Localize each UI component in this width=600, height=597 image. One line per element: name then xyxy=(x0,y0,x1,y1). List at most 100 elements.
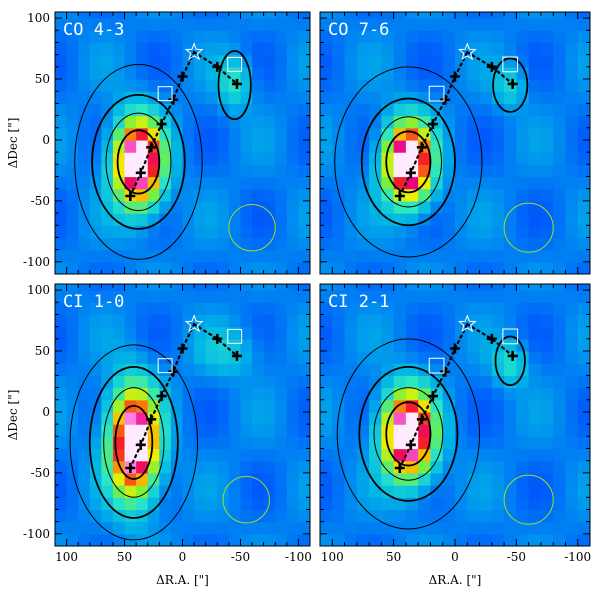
heatmap-cell xyxy=(577,139,590,153)
heatmap-cell xyxy=(540,79,554,92)
heatmap-cell xyxy=(194,424,207,437)
heatmap-cell xyxy=(455,30,468,44)
heatmap-cell xyxy=(78,485,91,498)
heatmap-cell xyxy=(491,127,505,141)
heatmap-cell xyxy=(170,176,184,190)
heatmap-cell xyxy=(467,188,481,202)
heatmap-cell xyxy=(565,399,579,413)
heatmap-cell xyxy=(55,533,68,546)
heatmap-cell xyxy=(170,152,184,165)
heatmap-cell xyxy=(467,249,481,263)
heatmap-cell xyxy=(516,42,530,56)
cross-marker xyxy=(212,333,223,344)
heatmap-cell xyxy=(553,54,567,68)
heatmap-cell xyxy=(540,91,554,104)
heatmap-cell xyxy=(101,54,114,68)
heatmap-cell xyxy=(298,54,310,68)
heatmap-cell xyxy=(369,249,382,263)
x-axis-title: ΔR.A. ["] xyxy=(429,573,482,587)
heatmap-cell xyxy=(112,127,126,141)
heatmap-cell xyxy=(66,290,79,303)
heatmap-cell xyxy=(89,375,102,389)
heatmap-cell xyxy=(136,460,149,474)
cross-marker xyxy=(450,343,460,354)
heatmap-cell xyxy=(124,127,137,141)
heatmap-cell xyxy=(565,363,579,376)
heatmap-cell xyxy=(430,188,444,202)
heatmap-cell xyxy=(147,237,160,251)
heatmap-cell xyxy=(467,521,481,535)
heatmap-cell xyxy=(455,42,468,56)
heatmap-cell xyxy=(217,472,230,486)
heatmap-cell xyxy=(332,314,346,328)
square-marker xyxy=(227,328,243,344)
heatmap-cell xyxy=(147,497,160,511)
heatmap-cell xyxy=(228,509,242,523)
heatmap-cell xyxy=(504,18,517,31)
heatmap-cell xyxy=(124,424,137,437)
heatmap-cell xyxy=(356,79,370,92)
heatmap-cell xyxy=(286,338,300,352)
heatmap-cell xyxy=(228,436,242,450)
heatmap-cell xyxy=(320,485,333,498)
heatmap-cell xyxy=(553,290,567,303)
heatmap-cell xyxy=(405,284,419,291)
cross-marker xyxy=(125,191,136,202)
heatmap-cell xyxy=(491,249,505,263)
heatmap-cell xyxy=(147,302,160,316)
heatmap-cell xyxy=(66,42,79,56)
heatmap-cell xyxy=(467,213,481,226)
heatmap-cell xyxy=(504,290,517,303)
heatmap-cell xyxy=(442,411,456,425)
heatmap-cell xyxy=(240,411,253,425)
heatmap-cell xyxy=(369,91,382,104)
heatmap-cell xyxy=(479,18,493,31)
heatmap-cell xyxy=(252,302,265,316)
heatmap-cell xyxy=(504,363,517,376)
heatmap-cell xyxy=(217,176,230,190)
heatmap-cell xyxy=(516,302,530,316)
heatmap-cell xyxy=(577,103,590,117)
heatmap-cell xyxy=(516,399,530,413)
heatmap-cell xyxy=(491,164,505,178)
heatmap-cell xyxy=(217,42,230,56)
heatmap-cell xyxy=(381,30,395,44)
heatmap-cell xyxy=(101,164,114,178)
contour-line xyxy=(492,57,529,113)
heatmap-cell xyxy=(205,497,218,511)
heatmap-cell xyxy=(89,448,102,462)
heatmap-cell xyxy=(320,497,333,511)
heatmap-cell xyxy=(124,326,137,340)
heatmap-cell xyxy=(332,225,346,239)
x-tick-label: -50 xyxy=(231,550,250,564)
heatmap-cell xyxy=(298,521,310,535)
heatmap-cell xyxy=(182,387,195,401)
heatmap-cell xyxy=(286,176,300,190)
heatmap-cell xyxy=(320,139,333,153)
heatmap-cell xyxy=(170,533,184,546)
heatmap-cell xyxy=(393,351,407,364)
heatmap-cell xyxy=(182,79,195,92)
heatmap-cell xyxy=(356,533,370,546)
heatmap-cell xyxy=(320,66,333,80)
heatmap-cell xyxy=(332,91,346,104)
heatmap-cell xyxy=(479,509,493,523)
heatmap-cell xyxy=(240,284,253,291)
heatmap-cell xyxy=(194,91,207,104)
heatmap-cell xyxy=(78,326,91,340)
heatmap-cell xyxy=(89,497,102,511)
heatmap-cell xyxy=(553,284,567,291)
heatmap-cell xyxy=(275,290,288,303)
heatmap-cell xyxy=(182,509,195,523)
heatmap-cell xyxy=(479,387,493,401)
heatmap-cell xyxy=(101,261,114,274)
heatmap-cell xyxy=(381,200,395,214)
heatmap-cell xyxy=(455,351,468,364)
heatmap-cell xyxy=(286,509,300,523)
heatmap-cell xyxy=(344,284,358,291)
heatmap-cell xyxy=(381,127,395,141)
heatmap-cell xyxy=(217,460,230,474)
heatmap-cell xyxy=(217,115,230,129)
heatmap-cell xyxy=(491,521,505,535)
